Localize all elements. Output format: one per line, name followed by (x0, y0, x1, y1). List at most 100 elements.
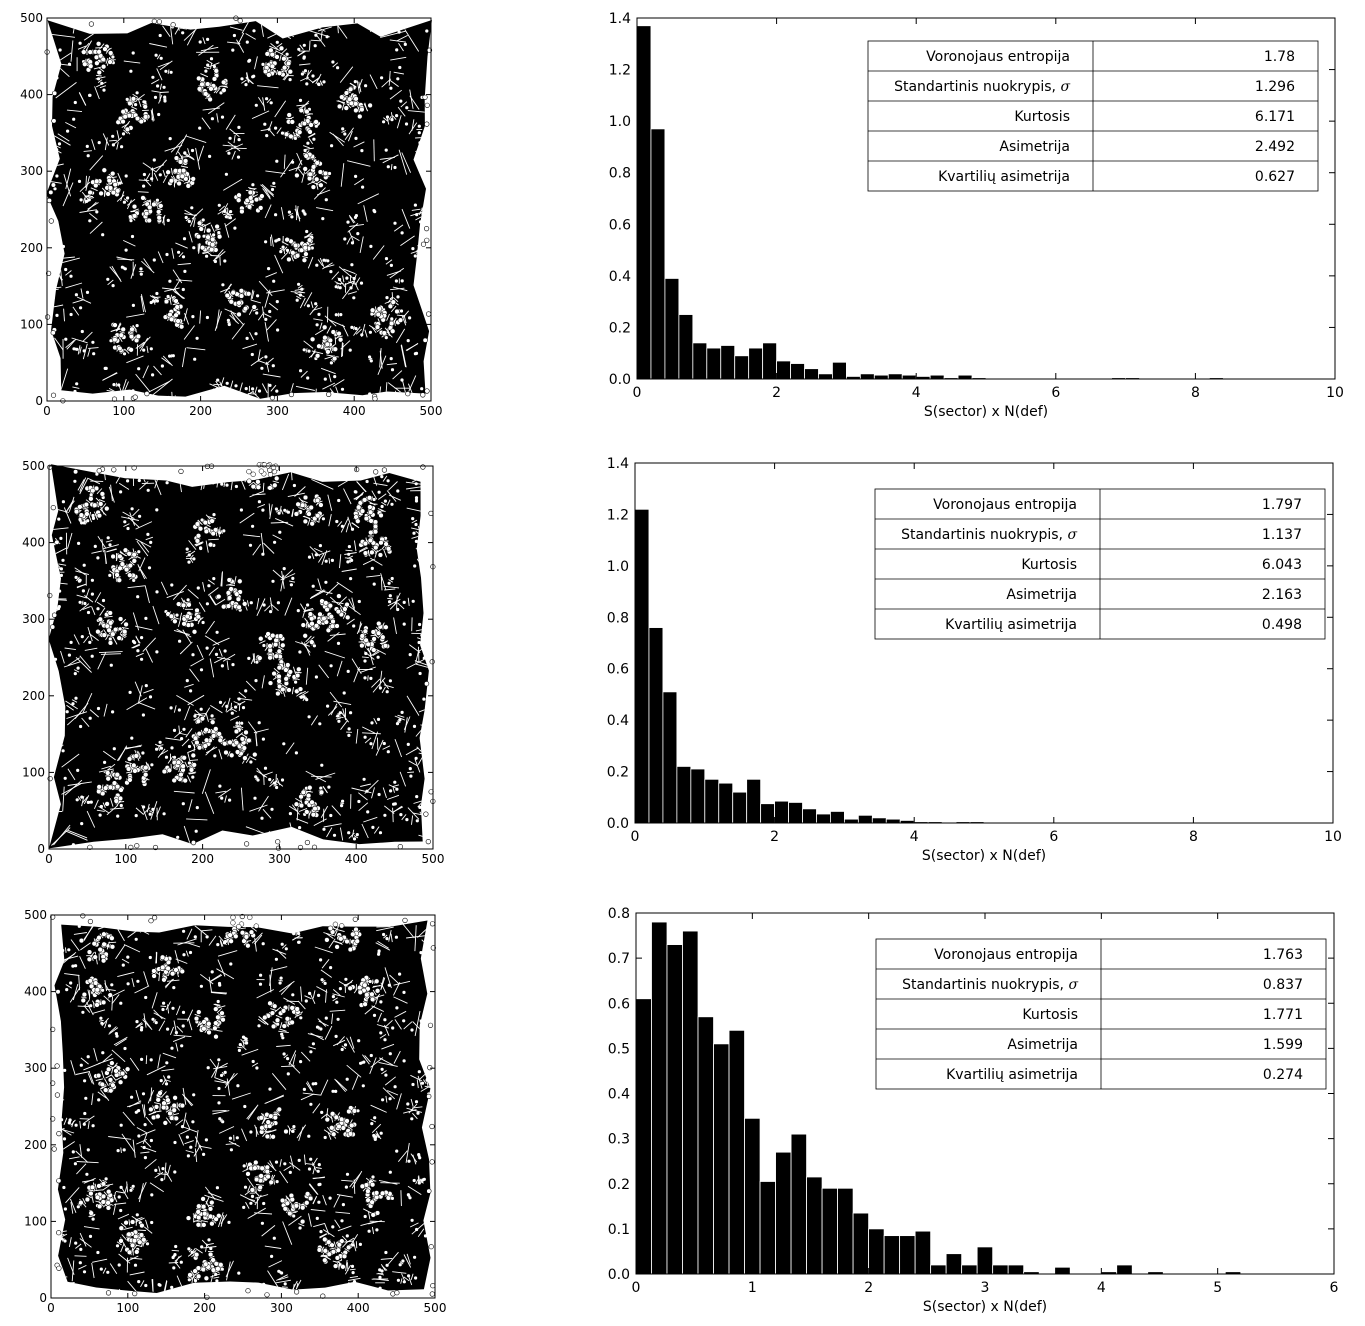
data-point (196, 1274, 201, 1279)
data-point (140, 1223, 145, 1228)
data-point (158, 204, 163, 209)
data-point (163, 812, 166, 815)
data-point (233, 227, 236, 230)
data-point (258, 206, 263, 211)
data-point (114, 1069, 119, 1074)
data-point (79, 1261, 82, 1264)
x-tick-label: 300 (268, 852, 291, 866)
edge-point (49, 219, 54, 224)
data-point (275, 958, 278, 961)
data-point (168, 280, 171, 283)
data-point (83, 602, 86, 605)
histogram-bar (838, 1188, 854, 1274)
edge-point (305, 840, 310, 845)
data-point (151, 1115, 156, 1120)
data-point (173, 1141, 176, 1144)
data-point (415, 1100, 418, 1103)
data-point (108, 1024, 111, 1027)
edge-point (135, 843, 140, 848)
data-point (210, 237, 215, 242)
data-point (391, 1197, 394, 1200)
data-point (148, 566, 151, 569)
data-point (191, 149, 194, 152)
data-point (220, 797, 223, 800)
data-point (175, 305, 180, 310)
data-point (268, 472, 273, 477)
data-point (229, 1137, 232, 1140)
data-point (381, 918, 384, 921)
data-point (115, 573, 120, 578)
data-point (412, 600, 415, 603)
data-point (290, 1197, 295, 1202)
data-point (163, 99, 166, 102)
data-point (202, 1211, 207, 1216)
data-point (164, 299, 169, 304)
data-point (181, 603, 186, 608)
data-point (83, 1112, 86, 1115)
edge-point (56, 1230, 61, 1235)
data-point (302, 209, 305, 212)
y-tick-label: 0.1 (608, 1222, 630, 1238)
data-point (180, 737, 183, 740)
data-point (101, 64, 106, 69)
data-point (52, 296, 55, 299)
data-point (130, 1243, 135, 1248)
data-point (202, 218, 205, 221)
data-point (210, 1221, 215, 1226)
data-point (308, 992, 311, 995)
data-point (140, 1028, 143, 1031)
data-point (85, 512, 90, 517)
edge-point (97, 468, 102, 473)
data-point (70, 641, 73, 644)
data-point (384, 1074, 387, 1077)
data-point (335, 520, 338, 523)
data-point (63, 1069, 66, 1072)
data-point (62, 500, 65, 503)
data-point (249, 1202, 252, 1205)
data-point (366, 1189, 371, 1194)
data-point (96, 629, 101, 634)
edge-point (57, 1266, 62, 1271)
data-point (247, 479, 252, 484)
data-point (102, 633, 107, 638)
data-point (147, 205, 152, 210)
data-point (105, 802, 110, 807)
data-point (369, 519, 374, 524)
edge-point (276, 846, 281, 851)
data-point (119, 788, 124, 793)
data-point (149, 956, 152, 959)
data-point (357, 800, 360, 803)
data-point (373, 529, 378, 534)
edge-point (425, 122, 430, 127)
data-point (122, 964, 125, 967)
data-point (344, 1043, 347, 1046)
data-point (100, 1268, 103, 1271)
data-point (345, 1119, 350, 1124)
data-point (226, 382, 229, 385)
data-point (388, 395, 391, 398)
data-point (414, 352, 417, 355)
data-point (280, 687, 285, 692)
data-point (317, 344, 322, 349)
data-point (268, 486, 273, 491)
data-point (318, 170, 323, 175)
data-point (277, 649, 282, 654)
data-point (162, 977, 167, 982)
edge-point (403, 918, 408, 923)
data-point (346, 1234, 349, 1237)
data-point (172, 778, 177, 783)
data-point (322, 828, 325, 831)
data-point (243, 1164, 246, 1167)
edge-point (51, 183, 56, 188)
data-point (337, 104, 342, 109)
data-point (313, 644, 316, 647)
data-point (276, 1180, 279, 1183)
data-point (125, 174, 128, 177)
data-point (218, 785, 221, 788)
data-point (253, 797, 256, 800)
data-point (381, 1068, 384, 1071)
data-point (142, 1092, 145, 1095)
data-point (320, 764, 323, 767)
data-point (286, 61, 291, 66)
stat-value: 1.763 (1263, 947, 1303, 963)
